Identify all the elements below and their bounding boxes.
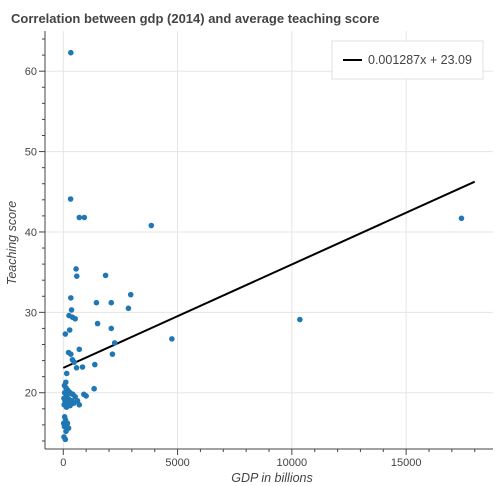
x-tick-label: 5000 <box>165 457 189 469</box>
data-point <box>73 365 80 371</box>
grid <box>45 31 493 449</box>
data-point <box>169 336 175 342</box>
data-point <box>73 266 79 272</box>
data-point <box>62 436 69 443</box>
x-tick-label: 10000 <box>277 457 308 469</box>
legend-entry-fit: 0.001287x + 23.09 <box>368 53 472 67</box>
data-point <box>68 295 74 301</box>
point-layer <box>60 49 465 443</box>
data-point <box>63 404 70 411</box>
data-point <box>108 325 115 332</box>
chart-title: Correlation between gdp (2014) and avera… <box>11 11 379 26</box>
data-point <box>68 49 74 56</box>
axes: 0 5000 10000 15000 20 30 40 50 60 <box>25 31 493 469</box>
data-point <box>109 351 116 357</box>
y-axis-label: Teaching score <box>5 201 19 285</box>
data-point <box>148 222 155 229</box>
data-point <box>67 196 74 202</box>
x-axis-label: GDP in billions <box>231 471 313 485</box>
data-point <box>92 361 98 368</box>
data-point <box>68 307 75 313</box>
y-tick-label: 40 <box>25 227 37 239</box>
data-point <box>81 214 88 221</box>
x-tick-label: 15000 <box>391 457 422 469</box>
data-point <box>79 364 86 370</box>
data-point <box>91 385 97 392</box>
legend: 0.001287x + 23.09 <box>331 40 484 80</box>
data-point <box>76 214 83 221</box>
data-point <box>102 272 109 279</box>
fit-line-layer <box>62 180 476 369</box>
data-point <box>76 401 83 408</box>
data-point <box>68 351 74 357</box>
fit-line <box>62 180 476 369</box>
x-tick-label: 0 <box>60 457 66 469</box>
data-point <box>62 331 69 337</box>
y-tick-label: 20 <box>25 388 37 400</box>
data-point <box>111 340 118 346</box>
data-point <box>83 393 89 399</box>
data-point <box>63 370 70 377</box>
data-point <box>66 327 73 333</box>
data-point <box>76 346 83 353</box>
data-point <box>73 273 80 279</box>
data-point <box>94 320 101 327</box>
data-point <box>63 428 69 435</box>
data-point <box>458 215 465 222</box>
y-tick-label: 30 <box>25 307 37 319</box>
data-point <box>125 305 132 312</box>
data-point <box>93 299 100 306</box>
data-point <box>108 299 115 306</box>
y-tick-label: 50 <box>25 147 37 159</box>
data-point <box>72 315 78 322</box>
data-point <box>127 291 134 298</box>
y-tick-label: 60 <box>25 66 37 78</box>
data-point <box>71 359 78 365</box>
data-point <box>297 316 303 323</box>
